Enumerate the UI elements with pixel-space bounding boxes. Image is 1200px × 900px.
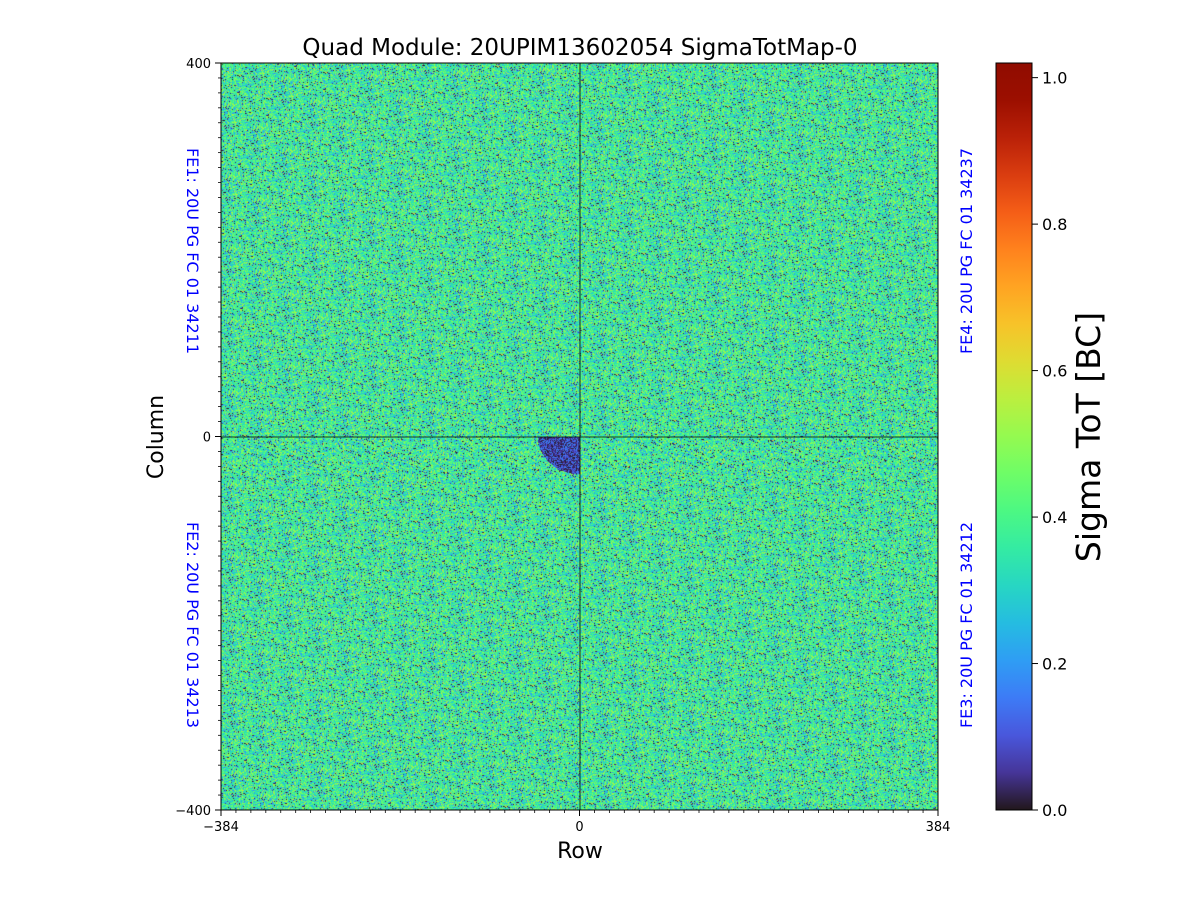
colorbar-tick-label: 0.4 bbox=[1042, 508, 1067, 527]
heatmap-canvas bbox=[221, 63, 938, 810]
colorbar-tick-label: 0.8 bbox=[1042, 215, 1067, 234]
fe2-label: FE2: 20U PG FC 01 34213 bbox=[183, 522, 202, 728]
fe4-label: FE4: 20U PG FC 01 34237 bbox=[957, 148, 976, 354]
colorbar-tick-label: 0.0 bbox=[1042, 801, 1067, 820]
x-tick-label: 0 bbox=[575, 820, 583, 835]
colorbar-tick-label: 0.6 bbox=[1042, 362, 1067, 381]
x-axis-ticks: −384 0 384 bbox=[203, 810, 950, 835]
y-axis-label: Column bbox=[144, 395, 169, 479]
colorbar-ticks: 0.0 0.2 0.4 0.6 0.8 1.0 bbox=[1032, 69, 1067, 820]
y-tick-label: 0 bbox=[203, 431, 211, 446]
x-tick-label: 384 bbox=[926, 820, 951, 835]
y-axis-ticks: 400 0 −400 bbox=[175, 57, 221, 819]
chart-title: Quad Module: 20UPIM13602054 SigmaTotMap-… bbox=[302, 35, 857, 61]
colorbar bbox=[995, 62, 1033, 811]
colorbar-tick-label: 1.0 bbox=[1042, 69, 1067, 88]
colorbar-label: Sigma ToT [BC] bbox=[1069, 312, 1108, 562]
colorbar-tick-label: 0.2 bbox=[1042, 655, 1067, 674]
x-tick-label: −384 bbox=[203, 820, 239, 835]
fe1-label: FE1: 20U PG FC 01 34211 bbox=[183, 148, 202, 354]
x-axis-label: Row bbox=[557, 839, 603, 864]
fe3-label: FE3: 20U PG FC 01 34212 bbox=[957, 522, 976, 728]
y-tick-label: 400 bbox=[186, 57, 211, 72]
y-tick-label: −400 bbox=[175, 804, 211, 819]
